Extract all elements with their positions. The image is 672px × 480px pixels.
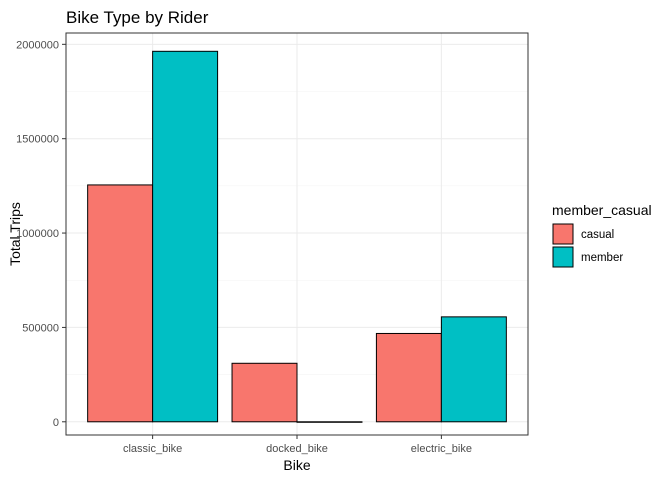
bar-casual-classic_bike xyxy=(87,184,154,423)
x-axis-title: Bike xyxy=(283,457,310,473)
y-tick-label: 1500000 xyxy=(16,134,59,146)
y-tick-label: 1000000 xyxy=(16,228,59,240)
legend-key-member xyxy=(552,246,574,268)
chart-title: Bike Type by Rider xyxy=(66,8,209,27)
y-axis-title: Total Trips xyxy=(7,202,23,266)
legend-label-member: member xyxy=(581,252,623,264)
y-tick-label: 2000000 xyxy=(16,39,59,51)
bars xyxy=(87,50,507,423)
x-tick-label: electric_bike xyxy=(411,443,472,455)
legend-title: member_casual xyxy=(552,202,652,218)
x-tick-label: classic_bike xyxy=(123,443,182,455)
y-tick-label: 500000 xyxy=(22,322,59,334)
x-tick-label: docked_bike xyxy=(266,443,328,455)
x-axis-ticks: classic_bike docked_bike electric_bike xyxy=(123,435,472,455)
y-tick-label: 0 xyxy=(53,417,59,429)
legend: member_casual casual member xyxy=(552,202,652,268)
bar-casual-electric_bike xyxy=(375,332,442,423)
bar-member-electric_bike xyxy=(440,316,507,423)
bar-casual-docked_bike xyxy=(231,362,298,423)
legend-key-casual xyxy=(552,223,574,245)
y-axis-ticks: 0 500000 1000000 1500000 2000000 xyxy=(16,39,66,429)
legend-label-casual: casual xyxy=(581,229,614,241)
bar-member-docked_bike xyxy=(296,421,363,423)
bar-member-classic_bike xyxy=(152,50,219,423)
